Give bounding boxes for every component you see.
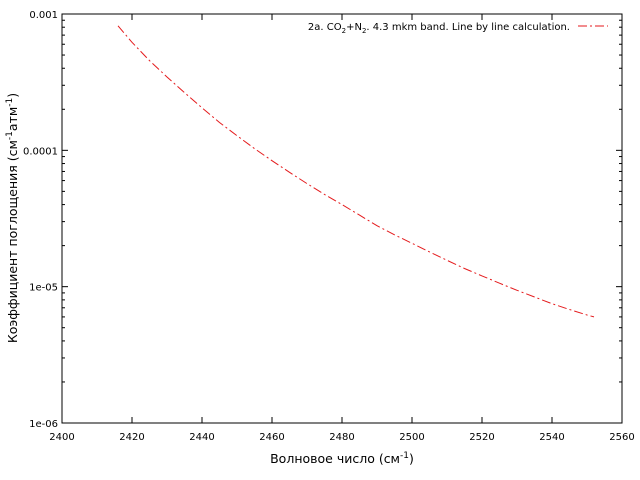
x-tick-label: 2460 bbox=[259, 432, 284, 443]
legend-label: 2a. CO2+N2. 4.3 mkm band. Line by line c… bbox=[308, 22, 570, 35]
x-tick-label: 2560 bbox=[609, 432, 634, 443]
series-line bbox=[117, 25, 595, 318]
x-tick-label: 2420 bbox=[119, 432, 144, 443]
x-tick-label: 2500 bbox=[399, 432, 424, 443]
plot-frame bbox=[61, 13, 623, 424]
y-tick-label: 1e-05 bbox=[29, 283, 58, 294]
x-tick-label: 2400 bbox=[49, 432, 74, 443]
data-point bbox=[341, 204, 342, 205]
y-tick-label: 1e-06 bbox=[29, 419, 58, 430]
x-axis-title: Волновое число (см-1) bbox=[270, 451, 414, 466]
data-point bbox=[201, 107, 202, 108]
x-tick-label: 2520 bbox=[469, 432, 494, 443]
x-tick-label: 2440 bbox=[189, 432, 214, 443]
y-axis-ticks: 0.001 0.0001 1e-05 1e-06 bbox=[23, 10, 622, 430]
x-tick-label: 2540 bbox=[539, 432, 564, 443]
x-axis-ticks: 2400 2420 2440 2460 2480 2500 2520 2540 2560 bbox=[49, 14, 635, 443]
data-point bbox=[411, 243, 412, 244]
x-tick-label: 2480 bbox=[329, 432, 354, 443]
series-layer bbox=[117, 25, 595, 318]
y-tick-label: 0.0001 bbox=[23, 146, 58, 157]
y-tick-label: 0.001 bbox=[29, 10, 58, 21]
data-point bbox=[446, 260, 447, 261]
y-axis-title: Коэффициент поглощения (см-1атм-1) bbox=[5, 93, 20, 343]
data-point bbox=[551, 303, 552, 304]
legend: 2a. CO2+N2. 4.3 mkm band. Line by line c… bbox=[308, 22, 608, 35]
